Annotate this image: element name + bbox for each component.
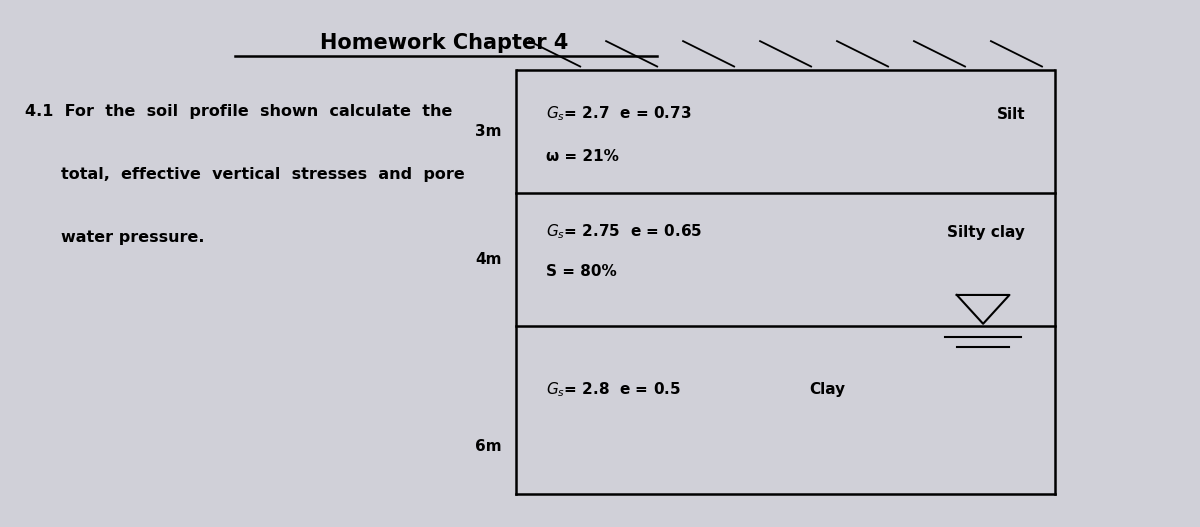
Text: total,  effective  vertical  stresses  and  pore: total, effective vertical stresses and p… xyxy=(61,167,466,182)
Text: Clay: Clay xyxy=(810,382,846,397)
Text: 4.1  For  the  soil  profile  shown  calculate  the: 4.1 For the soil profile shown calculate… xyxy=(25,104,452,119)
Text: Homework Chapter 4: Homework Chapter 4 xyxy=(320,33,569,53)
Text: $G_s$= 2.8  e = 0.5: $G_s$= 2.8 e = 0.5 xyxy=(546,380,682,398)
Text: $G_s$= 2.75  e = 0.65: $G_s$= 2.75 e = 0.65 xyxy=(546,223,702,241)
Text: 6m: 6m xyxy=(475,440,502,454)
Text: $G_s$= 2.7  e = 0.73: $G_s$= 2.7 e = 0.73 xyxy=(546,105,692,123)
Text: Silty clay: Silty clay xyxy=(947,225,1025,240)
Text: Silt: Silt xyxy=(996,106,1025,122)
Text: 3m: 3m xyxy=(475,124,502,139)
Text: ω = 21%: ω = 21% xyxy=(546,149,619,163)
Text: 4m: 4m xyxy=(475,252,502,267)
Text: water pressure.: water pressure. xyxy=(61,230,205,245)
Text: S = 80%: S = 80% xyxy=(546,264,617,279)
